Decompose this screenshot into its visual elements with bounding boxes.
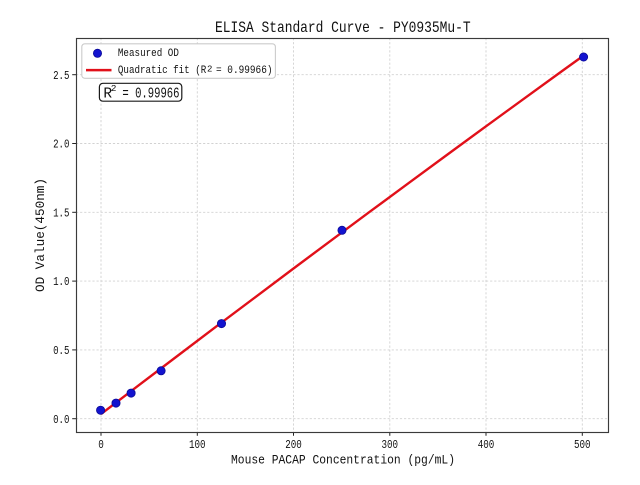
svg-text:500: 500 [574, 438, 591, 452]
svg-text:1.0: 1.0 [53, 275, 69, 289]
svg-text:400: 400 [478, 438, 495, 452]
svg-text:2: 2 [111, 83, 117, 94]
svg-text:1.5: 1.5 [53, 206, 69, 220]
svg-text:0: 0 [98, 438, 104, 452]
svg-text:Mouse PACAP Concentration (pg/: Mouse PACAP Concentration (pg/mL) [231, 453, 455, 468]
svg-text:2: 2 [207, 64, 212, 74]
svg-text:Quadratic fit (R: Quadratic fit (R [118, 65, 207, 77]
svg-text:= 0.99966: = 0.99966 [122, 87, 179, 103]
svg-text:200: 200 [285, 438, 302, 452]
svg-text:R: R [103, 87, 112, 103]
svg-text:= 0.99966): = 0.99966) [216, 65, 273, 77]
svg-text:0.5: 0.5 [53, 344, 69, 358]
svg-text:2.5: 2.5 [53, 69, 69, 83]
svg-text:0.0: 0.0 [53, 413, 69, 427]
svg-text:OD Value(450nm): OD Value(450nm) [33, 178, 48, 292]
svg-text:100: 100 [189, 438, 206, 452]
svg-text:ELISA Standard Curve - PY0935M: ELISA Standard Curve - PY0935Mu-T [215, 19, 471, 37]
svg-text:Measured OD: Measured OD [118, 48, 179, 60]
svg-text:2.0: 2.0 [53, 138, 69, 152]
svg-text:300: 300 [382, 438, 399, 452]
